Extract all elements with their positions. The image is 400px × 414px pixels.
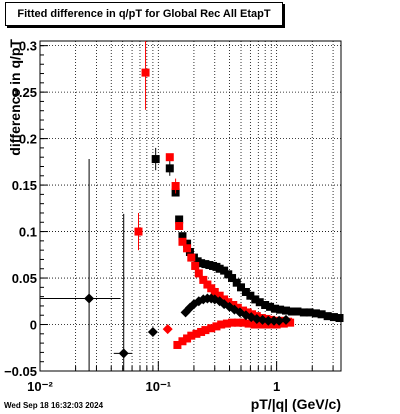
data-point <box>305 308 314 317</box>
data-point <box>194 269 203 278</box>
data-point <box>233 318 242 327</box>
data-point <box>311 309 320 318</box>
data-point <box>178 237 187 246</box>
data-point <box>288 307 297 316</box>
data-point <box>276 305 285 314</box>
data-point <box>162 324 173 335</box>
data-point <box>261 301 270 309</box>
data-point <box>191 261 200 270</box>
data-point <box>175 221 184 230</box>
data-point <box>175 215 184 224</box>
data-point <box>246 291 255 300</box>
data-point <box>228 274 237 283</box>
data-point <box>250 320 259 329</box>
y-tick-label: 0 <box>30 318 37 333</box>
y-tick-label: 0.1 <box>19 225 37 240</box>
data-point <box>187 331 196 340</box>
data-point <box>178 337 187 346</box>
data-point <box>187 253 196 262</box>
date-stamp: Wed Sep 18 16:32:03 2024 <box>4 401 104 410</box>
chart-title: Fitted difference in q/pT for Global Rec… <box>17 8 271 20</box>
data-point <box>151 155 160 164</box>
data-point <box>183 239 192 248</box>
data-point <box>232 278 241 287</box>
data-point <box>323 312 332 321</box>
data-point <box>271 304 280 313</box>
y-tick-label: −0.05 <box>4 364 37 379</box>
data-point <box>178 232 187 241</box>
data-point <box>141 68 150 77</box>
data-point <box>268 315 279 326</box>
x-tick-label: 10⁻¹ <box>145 379 171 394</box>
data-point <box>267 320 276 329</box>
data-point <box>197 259 206 268</box>
data-point <box>261 320 270 329</box>
data-point <box>171 182 180 191</box>
data-point <box>280 314 291 325</box>
data-point <box>272 320 281 329</box>
data-point <box>207 324 216 333</box>
data-point <box>293 307 302 316</box>
data-point <box>134 227 143 236</box>
x-axis-label: pT/|q| (GeV/c) <box>251 396 341 412</box>
data-point <box>229 301 238 309</box>
data-point <box>224 298 233 307</box>
y-axis-label: difference in q/pT <box>7 39 23 156</box>
data-point <box>118 348 129 359</box>
data-point <box>239 318 248 327</box>
data-point <box>165 164 174 173</box>
data-point <box>183 244 192 253</box>
data-point <box>244 319 253 328</box>
y-tick-label: 0.05 <box>12 271 37 286</box>
data-point <box>274 315 285 326</box>
data-point <box>241 287 250 296</box>
data-point <box>201 326 210 335</box>
data-point <box>329 313 338 322</box>
data-point <box>255 298 264 307</box>
data-point <box>217 320 226 329</box>
data-point <box>84 293 95 304</box>
data-point <box>197 327 206 336</box>
y-tick-label: 0.2 <box>19 132 37 147</box>
data-point <box>251 295 260 304</box>
plot-frame <box>39 40 342 372</box>
data-point <box>263 315 274 326</box>
data-point <box>237 283 246 292</box>
data-point <box>147 326 158 337</box>
data-point <box>192 329 201 338</box>
data-point <box>173 340 182 349</box>
y-tick-label: 0.25 <box>12 85 37 100</box>
data-point <box>317 310 326 319</box>
chart-title-box: Fitted difference in q/pT for Global Rec… <box>5 2 283 26</box>
data-point <box>286 318 295 327</box>
data-point <box>281 306 290 315</box>
data-point <box>299 308 308 317</box>
y-tick-label: 0.3 <box>19 39 37 54</box>
y-tick-label: 0.15 <box>12 178 37 193</box>
x-tick-label: 10⁻² <box>27 379 53 394</box>
x-tick-label: 1 <box>273 379 280 394</box>
data-point <box>215 291 224 300</box>
data-point <box>266 302 275 311</box>
data-point <box>228 318 237 327</box>
data-point <box>279 319 288 328</box>
data-point <box>222 319 231 328</box>
data-point <box>183 334 192 343</box>
data-point <box>210 287 219 296</box>
data-point <box>335 314 344 323</box>
data-point <box>233 303 242 312</box>
data-point <box>215 264 224 273</box>
data-point <box>165 153 174 162</box>
data-point <box>255 320 264 329</box>
data-point <box>212 322 221 331</box>
data-point <box>199 275 208 284</box>
data-point <box>220 266 229 275</box>
